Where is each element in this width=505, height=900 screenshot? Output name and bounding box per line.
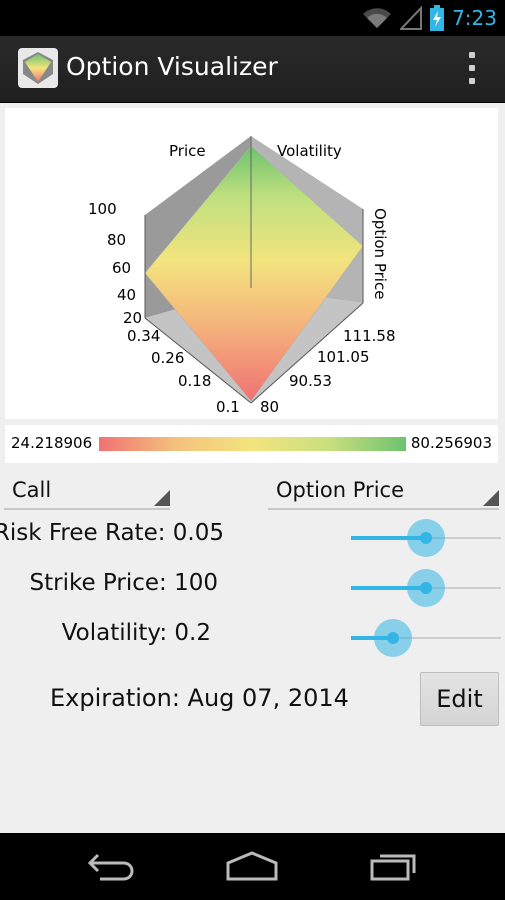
strike-price-slider[interactable] [351,568,501,608]
plot-surface [144,145,364,402]
status-icons: 7:23 [362,4,497,32]
z-tick-label: 20 [123,309,142,327]
color-scale-max: 80.256903 [410,434,492,452]
color-scale-gradient [99,437,406,451]
color-scale-bar: 24.218906 80.256903 [5,425,498,463]
z-tick-label: 100 [88,200,117,218]
edit-expiration-button[interactable]: Edit [420,672,499,726]
volatility-tick-label: 0.34 [127,327,160,345]
volatility-tick-label: 0.18 [178,372,211,390]
surface-plot[interactable]: Price Volatility Option Price 100 80 60 … [5,108,498,419]
z-tick-label: 60 [112,259,131,277]
option-type-spinner[interactable]: Call [4,468,170,510]
volatility-tick-label: 0.26 [151,349,184,367]
plot-metric-spinner[interactable]: Option Price [268,468,499,510]
plot-metric-value: Option Price [276,478,404,502]
volatility-label: Volatility: 0.2 [61,620,211,646]
app-title: Option Visualizer [66,52,278,81]
risk-free-rate-label: Risk Free Rate: 0.05 [0,520,224,546]
home-icon[interactable] [224,847,280,883]
volatility-tick-label: 0.1 [216,398,240,416]
expiration-label: Expiration: Aug 07, 2014 [50,684,349,712]
back-icon[interactable] [84,847,138,883]
axis-label-volatility: Volatility [277,142,342,160]
action-bar: Option Visualizer [0,36,505,103]
recent-apps-icon[interactable] [368,847,422,883]
status-bar: 7:23 [0,0,505,36]
spinner-arrow-icon [154,490,170,506]
option-type-value: Call [12,478,52,502]
z-tick-label: 40 [117,286,136,304]
axis-label-option-price: Option Price [371,208,389,299]
signal-icon [400,6,423,30]
z-tick-label: 80 [107,231,126,249]
status-time: 7:23 [452,6,497,30]
surface-plot-canvas: Price Volatility Option Price 100 80 60 … [88,136,396,416]
price-tick-label: 80 [260,398,279,416]
risk-free-rate-slider[interactable] [351,518,501,558]
price-tick-label: 101.05 [317,348,370,366]
strike-price-label: Strike Price: 100 [29,570,219,596]
battery-charging-icon [430,5,445,31]
price-tick-label: 111.58 [343,327,396,345]
price-tick-label: 90.53 [289,372,332,390]
wifi-icon [363,8,392,28]
volatility-slider[interactable] [351,618,501,658]
overflow-menu-icon[interactable] [467,52,477,84]
color-scale-min: 24.218906 [11,434,93,452]
axis-label-price: Price [169,142,206,160]
navigation-bar [0,833,505,900]
surface-plot-app-icon[interactable] [18,48,58,88]
spinner-arrow-icon [483,490,499,506]
